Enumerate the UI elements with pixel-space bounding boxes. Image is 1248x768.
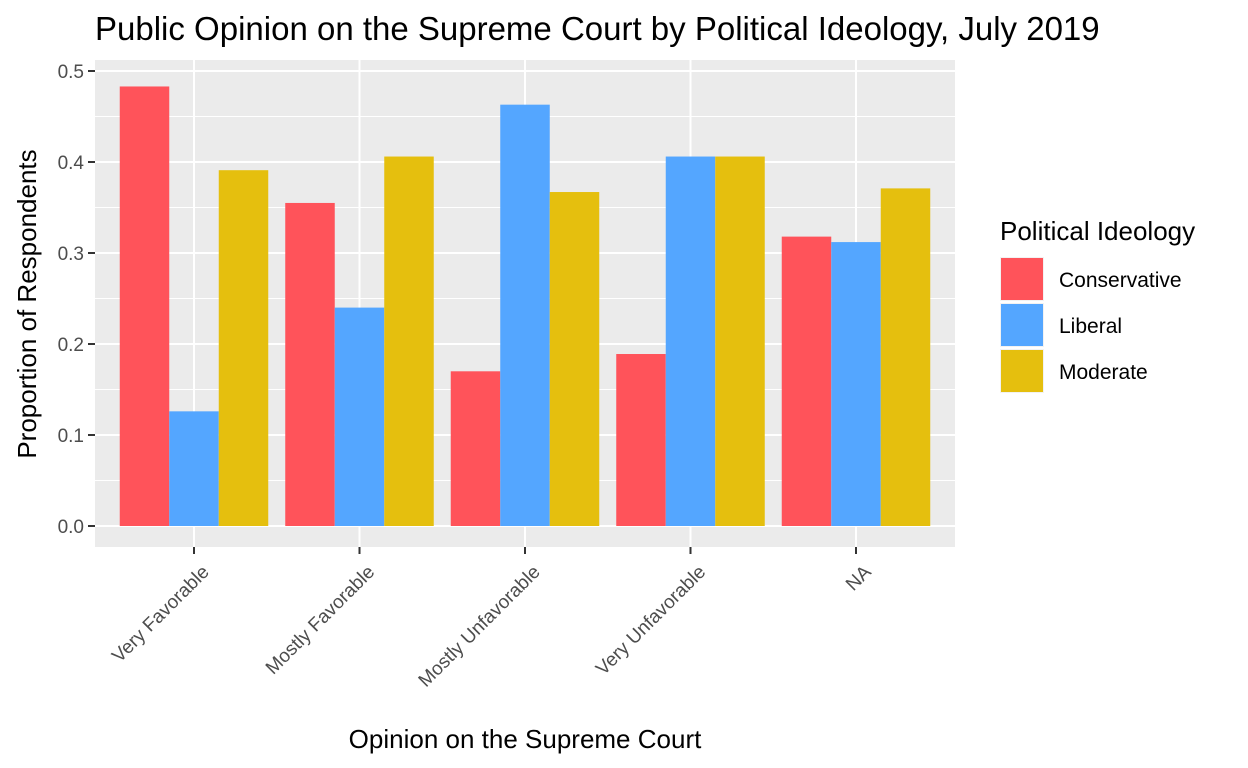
bar-conservative-mostly-unfavorable (450, 371, 501, 526)
bar-conservative-mostly-favorable (285, 202, 335, 526)
bar-liberal-mostly-favorable (334, 307, 385, 526)
y-tick-label: 0.1 (58, 426, 84, 447)
bar-moderate-na (880, 188, 931, 526)
x-tick-label: Very Favorable (108, 562, 213, 667)
y-tick-label: 0.0 (58, 517, 84, 538)
legend-swatch-moderate (1001, 350, 1043, 392)
x-tick-label: Mostly Unfavorable (415, 562, 545, 692)
bar-moderate-very-unfavorable (715, 156, 765, 527)
bar-conservative-very-favorable (119, 86, 170, 526)
legend-swatch-liberal (1001, 304, 1043, 346)
legend-swatch-conservative (1001, 258, 1043, 300)
legend-title: Political Ideology (1000, 216, 1195, 246)
x-tick-label: Very Unfavorable (592, 562, 710, 680)
bar-liberal-very-unfavorable (665, 156, 716, 527)
x-axis-title: Opinion on the Supreme Court (349, 724, 702, 754)
y-axis-title: Proportion of Respondents (12, 149, 42, 458)
bar-liberal-mostly-unfavorable (500, 104, 550, 527)
x-tick-label: NA (842, 562, 876, 596)
y-tick-label: 0.4 (58, 153, 85, 174)
chart-title: Public Opinion on the Supreme Court by P… (95, 10, 1100, 47)
y-tick-label: 0.2 (58, 335, 84, 356)
y-tick-label: 0.3 (58, 244, 84, 265)
bars (119, 86, 931, 527)
y-tick-label: 0.5 (58, 62, 84, 83)
bar-liberal-very-favorable (169, 411, 219, 526)
bar-conservative-very-unfavorable (616, 354, 666, 526)
x-tick-label: Mostly Favorable (262, 562, 379, 679)
x-axis: Very Favorable Mostly Favorable Mostly Unf… (108, 547, 876, 692)
legend-label-moderate: Moderate (1059, 361, 1148, 384)
bar-moderate-mostly-unfavorable (549, 192, 600, 526)
legend-label-conservative: Conservative (1059, 269, 1182, 292)
legend: Political Ideology Conservative Liberal Mo… (1000, 216, 1195, 393)
bar-conservative-na (781, 236, 832, 526)
legend-label-liberal: Liberal (1059, 315, 1122, 338)
bar-liberal-na (831, 242, 881, 526)
bar-moderate-mostly-favorable (384, 156, 434, 527)
bar-moderate-very-favorable (218, 170, 269, 526)
y-axis: 0.0 0.1 0.2 0.3 0.4 0.5 (58, 62, 95, 538)
